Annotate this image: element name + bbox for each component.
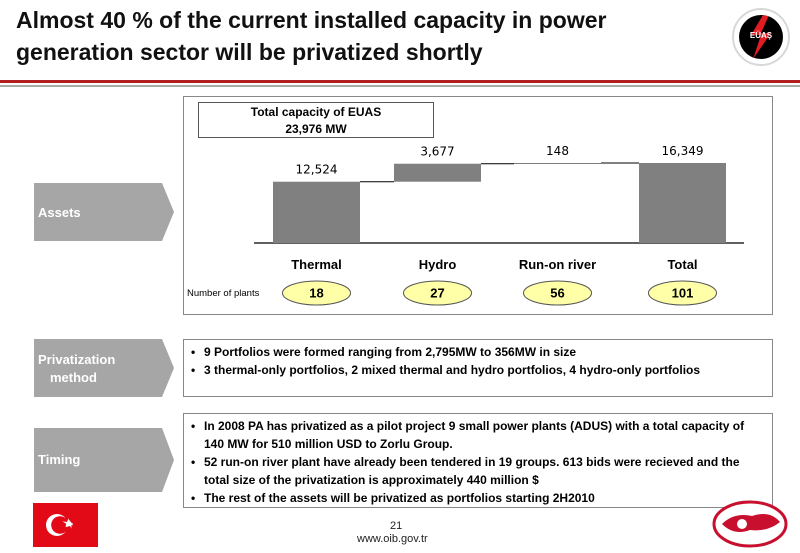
- plant-count-oval: [282, 280, 351, 306]
- number-of-plants-label: Number of plants: [187, 288, 260, 299]
- privatization-text-box: 9 Portfolios were formed ranging from 2,…: [183, 339, 773, 397]
- chart-bar: [394, 163, 481, 182]
- header-rule-red: [0, 80, 800, 83]
- section-label-privatization: Privatization method: [38, 351, 115, 387]
- category-label: Hydro: [419, 257, 457, 272]
- assets-chart-panel: 12,524 Thermal 18 3,677 Hydro 27 148 Run-on riv…: [183, 96, 773, 315]
- header-rule-gray: [0, 85, 800, 87]
- bar-value-label: 12,524: [296, 163, 338, 177]
- plant-count-oval: [523, 280, 592, 306]
- title-line-1: Almost 40 % of the current installed cap…: [16, 7, 607, 33]
- tab-arrow-shape: [34, 339, 174, 397]
- timing-text-box: In 2008 PA has privatized as a pilot pro…: [183, 413, 773, 508]
- title-line-2: generation sector will be privatized sho…: [16, 39, 483, 65]
- chart-bar: [514, 163, 601, 164]
- privatization-bullet-list: 9 Portfolios were formed ranging from 2,…: [190, 343, 766, 379]
- total-capacity-label: Total capacity of EUAS: [250, 105, 382, 119]
- category-label: Total: [667, 257, 697, 272]
- total-capacity-value: 23,976 MW: [285, 122, 347, 136]
- plant-count-value: 27: [430, 286, 444, 301]
- chart-bar: [273, 181, 360, 243]
- page-number: 21: [390, 520, 403, 532]
- bullet-item: 9 Portfolios were formed ranging from 2,…: [190, 343, 766, 361]
- total-capacity-box: Total capacity of EUAS 23,976 MW: [198, 102, 434, 138]
- logo-disc: EÜAŞ: [739, 15, 783, 59]
- oib-emblem-icon: [712, 500, 788, 548]
- section-tab-timing: Timing: [34, 428, 174, 492]
- plant-count-value: 56: [550, 286, 564, 301]
- crescent-star-icon: [46, 514, 74, 536]
- tab-arrow-shape: [34, 183, 174, 241]
- bullet-item: 52 run-on river plant have already been …: [190, 453, 766, 489]
- privatization-label-line1: Privatization: [38, 352, 116, 367]
- footer-url[interactable]: www.oib.gov.tr: [357, 533, 428, 545]
- lightning-icon: [751, 15, 771, 59]
- euas-logo: EÜAŞ: [732, 8, 790, 66]
- section-label-timing: Timing: [38, 452, 81, 467]
- oib-logo: [712, 500, 788, 548]
- plant-count-oval: [403, 280, 472, 306]
- page-title: Almost 40 % of the current installed cap…: [16, 4, 716, 68]
- tab-arrow-shape: [34, 428, 174, 492]
- bullet-item: In 2008 PA has privatized as a pilot pro…: [190, 417, 766, 453]
- section-tab-privatization: Privatization method: [34, 339, 174, 397]
- plant-count-value: 101: [672, 286, 694, 301]
- chart-bar: [639, 163, 726, 243]
- privatization-label-line2: method: [50, 370, 97, 385]
- bar-value-label: 3,677: [420, 145, 454, 159]
- timing-bullet-list: In 2008 PA has privatized as a pilot pro…: [190, 417, 766, 507]
- bullet-item: 3 thermal-only portfolios, 2 mixed therm…: [190, 361, 766, 379]
- section-tab-assets: Assets: [34, 183, 174, 241]
- turkish-flag: [33, 503, 98, 547]
- category-label: Thermal: [291, 257, 342, 272]
- logo-text: EÜAŞ: [749, 31, 773, 40]
- bar-value-label: 148: [546, 144, 569, 158]
- capacity-waterfall-chart: 12,524 Thermal 18 3,677 Hydro 27 148 Run-on riv…: [187, 144, 744, 306]
- bar-value-label: 16,349: [662, 144, 704, 158]
- plant-count-oval: [648, 280, 717, 306]
- category-label: Run-on river: [519, 257, 596, 272]
- plant-count-value: 18: [309, 286, 323, 301]
- section-label-assets: Assets: [38, 205, 81, 220]
- bullet-item: The rest of the assets will be privatize…: [190, 489, 766, 507]
